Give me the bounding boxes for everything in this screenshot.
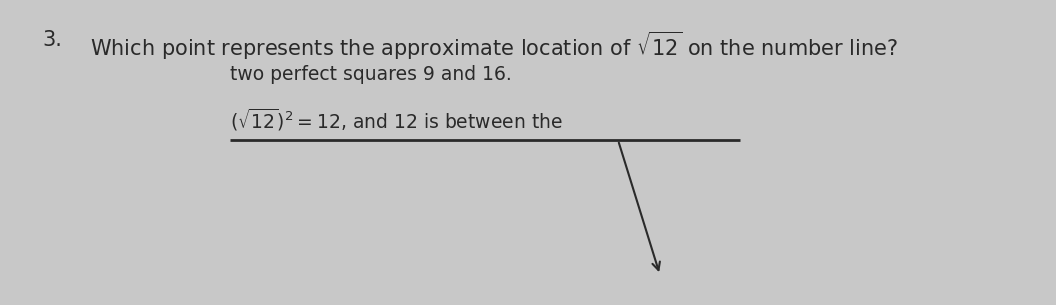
Text: 3.: 3.: [42, 30, 62, 50]
Text: Which point represents the approximate location of $\sqrt{12}$ on the number lin: Which point represents the approximate l…: [90, 30, 898, 62]
Text: two perfect squares 9 and 16.: two perfect squares 9 and 16.: [230, 65, 512, 84]
Text: $(\sqrt{12})^2 = 12$, and 12 is between the: $(\sqrt{12})^2 = 12$, and 12 is between …: [230, 107, 563, 133]
